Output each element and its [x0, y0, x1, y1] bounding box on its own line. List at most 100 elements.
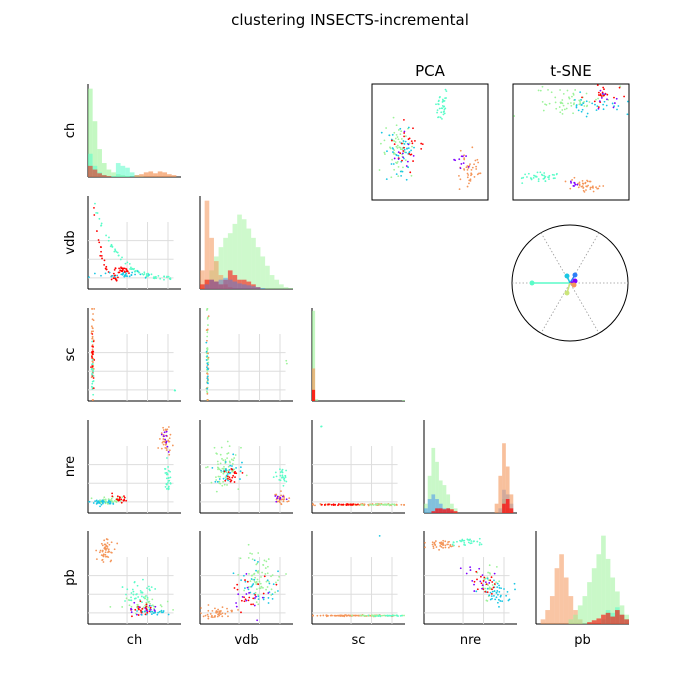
data-point	[122, 499, 125, 502]
data-point	[352, 503, 355, 506]
data-point	[404, 140, 407, 143]
data-point	[495, 591, 498, 594]
data-point	[572, 94, 575, 96]
data-point	[541, 101, 544, 103]
data-point	[93, 272, 96, 275]
data-point	[279, 496, 282, 499]
data-point	[552, 177, 555, 180]
data-point	[259, 582, 262, 585]
data-point	[469, 178, 472, 181]
data-point	[543, 174, 545, 177]
data-point	[216, 615, 219, 618]
data-point	[143, 273, 146, 275]
data-point	[142, 578, 144, 581]
data-point	[491, 584, 494, 586]
histogram-bar	[237, 214, 242, 289]
data-point	[148, 604, 151, 607]
data-point	[152, 277, 155, 280]
data-point	[403, 119, 405, 121]
histogram-bar	[200, 284, 205, 289]
data-point	[444, 546, 447, 549]
histogram-bar	[237, 279, 242, 289]
data-point	[458, 158, 461, 161]
data-point	[272, 583, 275, 586]
data-point	[403, 130, 406, 133]
data-point	[214, 607, 216, 610]
data-point	[491, 590, 494, 593]
data-point	[109, 245, 112, 248]
data-point	[275, 583, 278, 586]
data-point	[617, 105, 620, 107]
histogram-bar	[241, 219, 247, 289]
data-point	[316, 614, 319, 617]
data-point	[389, 146, 391, 149]
data-point	[486, 577, 489, 580]
data-point	[358, 504, 361, 506]
data-point	[556, 172, 558, 175]
data-point	[611, 102, 614, 105]
scatter-pb-vs-vdb	[199, 531, 293, 625]
data-point	[444, 544, 447, 547]
data-point	[226, 473, 229, 475]
data-point	[110, 541, 113, 544]
data-point	[478, 543, 481, 546]
data-point	[612, 106, 615, 109]
data-point	[406, 147, 408, 150]
data-point	[144, 595, 147, 598]
data-point	[522, 176, 525, 179]
data-point	[327, 614, 329, 617]
data-point	[597, 97, 599, 100]
data-point	[90, 351, 93, 354]
data-point	[121, 256, 123, 259]
data-point	[412, 154, 415, 157]
data-point	[167, 477, 170, 479]
data-point	[247, 588, 250, 591]
data-point	[206, 317, 209, 320]
data-point	[561, 109, 564, 111]
data-point	[128, 604, 131, 607]
data-point	[244, 579, 246, 581]
data-point	[573, 185, 576, 187]
data-point	[105, 538, 108, 540]
histogram-bar	[450, 509, 454, 513]
data-point	[492, 586, 495, 589]
data-point	[131, 615, 133, 618]
data-point	[488, 564, 491, 567]
data-point	[583, 101, 585, 103]
histogram-bar	[563, 577, 569, 624]
data-point	[406, 160, 409, 163]
data-point	[397, 615, 399, 617]
data-point	[94, 202, 96, 205]
data-point	[96, 212, 99, 214]
data-point	[481, 587, 483, 590]
histogram-bar	[505, 466, 510, 513]
data-point	[400, 503, 403, 506]
data-point	[397, 158, 400, 160]
data-point	[597, 107, 600, 110]
data-point	[118, 267, 120, 270]
data-point	[97, 501, 100, 504]
data-point	[487, 584, 489, 586]
data-point	[95, 558, 98, 561]
data-point	[207, 615, 210, 618]
data-point	[274, 471, 277, 474]
data-point	[126, 275, 129, 278]
data-point	[571, 179, 574, 181]
histogram-bar	[312, 310, 316, 401]
data-point	[275, 500, 278, 503]
data-point	[256, 619, 259, 622]
pca-panel-frame	[371, 83, 489, 201]
data-point	[218, 468, 221, 471]
data-point	[147, 275, 149, 278]
data-point	[604, 93, 607, 96]
data-point	[573, 176, 576, 179]
data-point	[393, 168, 396, 171]
data-point	[204, 614, 207, 617]
data-point	[220, 471, 223, 473]
data-point	[346, 614, 348, 617]
data-point	[493, 590, 496, 592]
data-point	[91, 353, 94, 356]
data-point	[154, 588, 157, 590]
data-point	[165, 430, 168, 433]
data-point	[564, 180, 567, 183]
